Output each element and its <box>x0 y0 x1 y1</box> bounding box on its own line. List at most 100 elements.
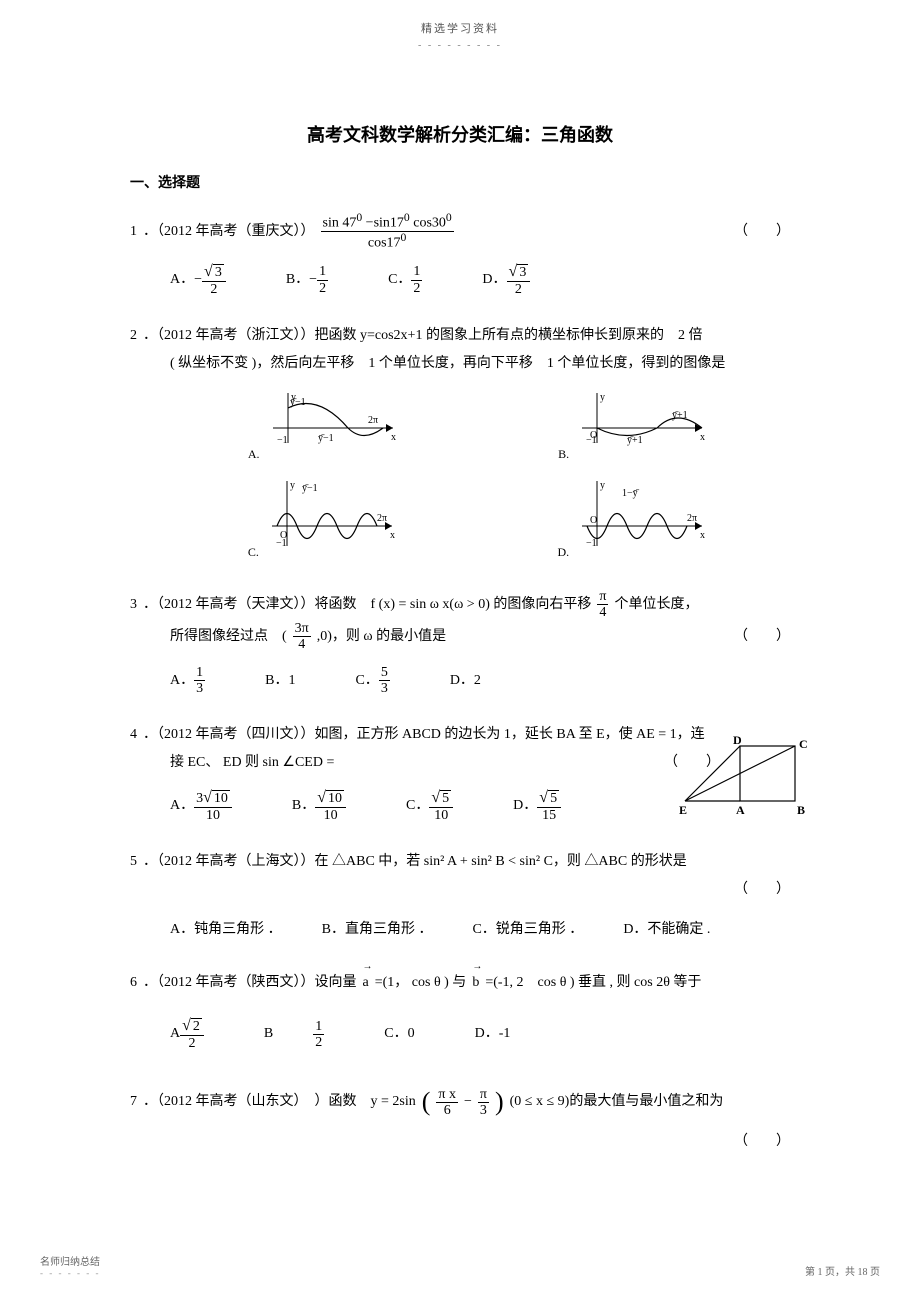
q7-num-b: π <box>478 1087 489 1102</box>
q6-A-lbl: A <box>170 1020 180 1048</box>
q6-text-c: =(-1, 2 cos θ ) 垂直 , 则 cos 2θ 等于 <box>485 969 701 997</box>
q7-text-b: (0 ≤ x ≤ 9)的最大值与最小值之和为 <box>510 1088 724 1116</box>
q3-A-num: 1 <box>194 665 205 680</box>
q4-opt-A: A． 31010 <box>170 789 232 823</box>
q6-text-a: ．（2012 年高考（陕西文））设向量 <box>143 969 357 997</box>
q3-opt-A: A． 13 <box>170 665 205 697</box>
q3-text2-b: ,0)，则 ω 的最小值是 <box>317 623 446 651</box>
footer-left: 名师归纳总结 - - - - - - - <box>40 1253 100 1278</box>
q2-fig-B: B. −1 ȳ̄+1 ȳ̄+1 y O x <box>558 388 712 466</box>
q1-B-num: 1 <box>317 264 328 279</box>
q6-vec-a: a <box>363 969 369 997</box>
q7-label: 7 <box>130 1088 137 1116</box>
q1-A-neg: − <box>194 266 202 294</box>
svg-text:2π: 2π <box>687 513 697 524</box>
q5-paren: （ ） <box>734 876 790 904</box>
q1-opt-B: B． − 12 <box>286 264 328 296</box>
svg-text:y: y <box>600 480 605 491</box>
q1-B-neg: − <box>309 266 317 294</box>
q2-fig-A-label: A. <box>248 447 260 461</box>
q4-geometry-figure: D C E A B <box>675 736 810 821</box>
q1-num-a: sin 47 <box>323 216 357 231</box>
q1-C-lbl: C． <box>388 266 411 294</box>
q6-A-rad: 2 <box>191 1018 202 1034</box>
q5-opt-C: C．锐角三角形 ． <box>472 916 583 944</box>
q3-opt-D: D．2 <box>450 667 481 695</box>
q6-B-lbl: B <box>264 1020 273 1048</box>
q1-B-den: 2 <box>317 281 328 296</box>
svg-text:ȳ̄−1: ȳ̄−1 <box>318 433 334 444</box>
svg-text:y: y <box>600 392 605 403</box>
q1-opt-D: D． 3 2 <box>482 263 530 297</box>
q5-opt-D: D．不能确定 . <box>623 916 710 944</box>
page-top-header: 精选学习资料 <box>130 20 790 36</box>
q5-text: ．（2012 年高考（上海文））在 △ABC 中，若 sin² A + sin²… <box>143 848 687 876</box>
q4-A-coef: 3 <box>196 791 203 806</box>
footer-dots: - - - - - - - <box>40 1268 100 1278</box>
q4-A-den: 10 <box>204 808 222 823</box>
q1-A-num: 3 <box>213 264 224 280</box>
q6-B-num: 1 <box>313 1019 324 1034</box>
q7-text-a: ．（2012 年高考（山东文） ）函数 y = 2sin <box>143 1088 416 1116</box>
footer-pagination: 第 1 页，共 18 页 <box>805 1263 880 1278</box>
section-heading: 一、选择题 <box>130 172 790 192</box>
q6-label: 6 <box>130 969 137 997</box>
svg-text:x: x <box>700 432 705 443</box>
question-5: 5 ．（2012 年高考（上海文））在 △ABC 中，若 sin² A + si… <box>130 848 790 944</box>
q4-B-rad: 10 <box>326 790 344 806</box>
q3-opt-C: C． 53 <box>355 665 389 697</box>
q3-A-lbl: A． <box>170 667 194 695</box>
q1-D-den: 2 <box>513 282 524 297</box>
q7-frac-a: π x 6 <box>436 1087 458 1119</box>
q1-D-num: 3 <box>517 264 528 280</box>
q3-paren: （ ） <box>734 623 790 651</box>
page-top-dots: - - - - - - - - - <box>130 40 790 51</box>
q3-point-frac: 3π 4 <box>293 621 311 653</box>
q3-frac-den: 4 <box>597 605 608 620</box>
q6-vec-b: b <box>472 969 479 997</box>
q1-opt-A: A． − 32 <box>170 263 226 297</box>
q3-label: 3 <box>130 591 137 619</box>
q4-fig-C: C <box>799 737 808 751</box>
q1-paren: （ ） <box>734 218 790 246</box>
q2-text2: ( 纵坐标不变 )，然后向左平移 1 个单位长度，再向下平移 1 个单位长度，得… <box>170 350 790 378</box>
q3-C-den: 3 <box>379 681 390 696</box>
svg-text:ȳ̄+1: ȳ̄+1 <box>627 435 643 446</box>
q1-opt-C: C． 12 <box>388 264 422 296</box>
q4-D-lbl: D． <box>513 792 537 820</box>
q1-source: ．（2012 年高考（重庆文）） <box>143 218 315 246</box>
question-1: 1 ．（2012 年高考（重庆文）） sin 470 −sin170 cos30… <box>130 212 790 297</box>
q4-B-den: 10 <box>322 808 340 823</box>
q6-B-den: 2 <box>313 1035 324 1050</box>
svg-text:2π: 2π <box>368 415 378 426</box>
q4-text2: 接 EC、 ED 则 sin ∠CED = <box>170 749 334 777</box>
svg-text:x: x <box>390 530 395 541</box>
q7-num-a: π x <box>436 1087 458 1102</box>
q5-opt-A: A．钝角三角形 ． <box>170 916 282 944</box>
q1-A-den: 2 <box>208 282 219 297</box>
q2-fig-D: D. O 1−ȳ̄ 2π x y −1 <box>558 476 713 564</box>
q3-pt-den: 4 <box>296 637 307 652</box>
q3-opt-B: B．1 <box>265 667 295 695</box>
svg-text:x: x <box>700 530 705 541</box>
q1-formula: sin 470 −sin170 cos300 cos170 <box>321 212 454 251</box>
q2-fig-C: C. O ȳ̄−1 2π x y −1 <box>248 476 402 564</box>
q4-D-rad: 5 <box>548 790 559 806</box>
q3-shift-frac: π 4 <box>597 589 608 621</box>
q3-text2-a: 所得图像经过点 ( <box>170 623 287 651</box>
q7-paren: （ ） <box>734 1128 790 1156</box>
q4-fig-B: B <box>797 803 805 817</box>
q1-D-lbl: D． <box>482 266 506 294</box>
q6-opt-A: A 22 <box>170 1017 204 1051</box>
svg-text:x: x <box>391 432 396 443</box>
svg-text:2π: 2π <box>377 513 387 524</box>
q7-den-a: 6 <box>442 1103 453 1118</box>
q5-label: 5 <box>130 848 137 876</box>
question-6: 6 ．（2012 年高考（陕西文））设向量 a =(1， cos θ ) 与 b… <box>130 969 790 1051</box>
q2-fig-B-label: B. <box>558 447 569 461</box>
q4-A-rad: 10 <box>212 790 230 806</box>
q4-fig-D: D <box>733 736 742 747</box>
q2-fig-C-label: C. <box>248 545 259 559</box>
q6-opt-D: D．-1 <box>475 1020 511 1048</box>
svg-text:−1: −1 <box>276 538 287 549</box>
